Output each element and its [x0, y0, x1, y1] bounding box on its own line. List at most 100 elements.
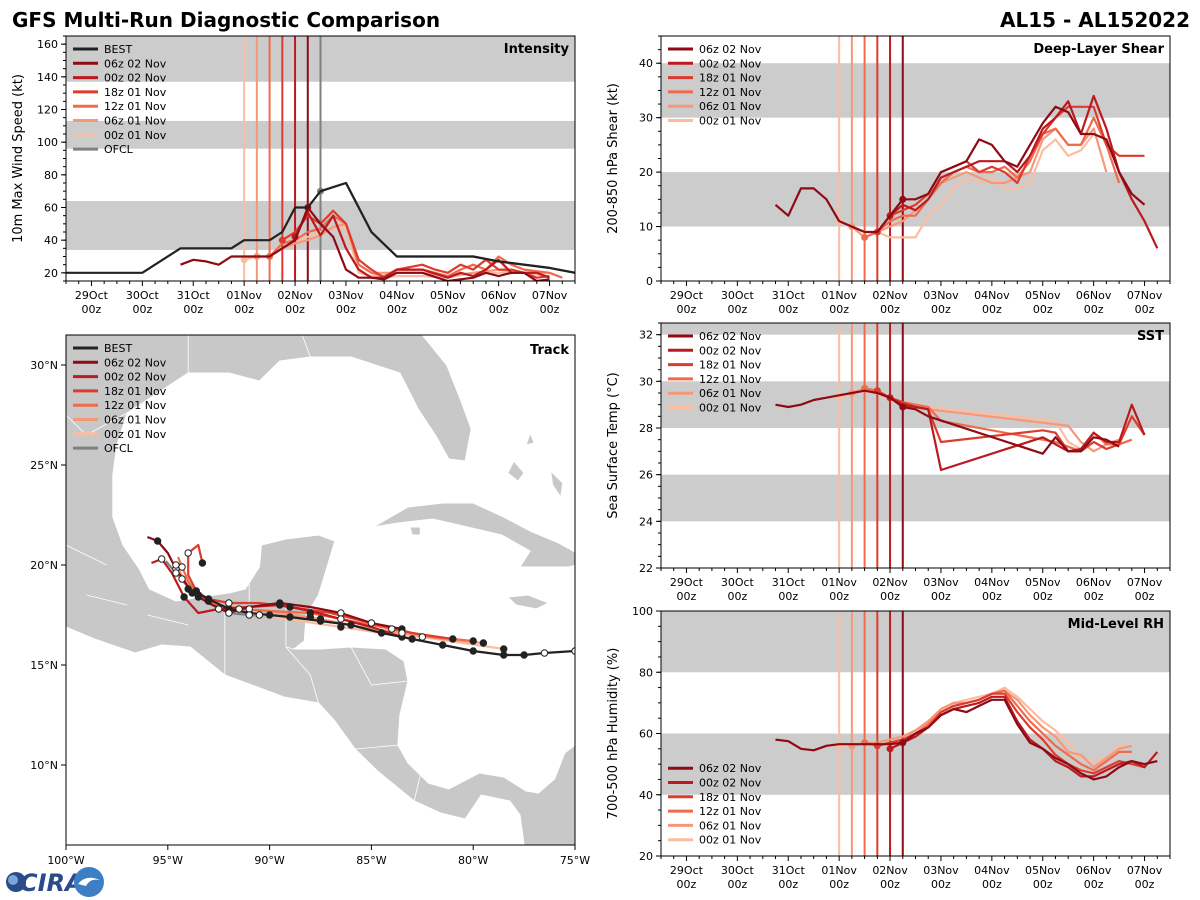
legend-label: 12z 01 Nov — [699, 805, 762, 818]
state-border — [86, 594, 128, 606]
track-marker — [347, 621, 355, 629]
x-tick-label: 03Nov — [923, 289, 959, 302]
y-tick-label: 140 — [37, 71, 58, 84]
x-tick-label: 05Nov — [1025, 576, 1061, 589]
x-tick-label: 04Nov — [379, 289, 415, 302]
legend-label: 06z 01 Nov — [699, 100, 762, 113]
legend-label: 00z 02 Nov — [104, 371, 167, 384]
state-border — [355, 744, 400, 750]
init-marker — [278, 236, 286, 244]
x-tick-label: 00z — [982, 878, 1002, 891]
x-tick-label: 06Nov — [1076, 864, 1112, 877]
x-tick-label: 07Nov — [1127, 576, 1163, 589]
track-marker — [306, 613, 315, 621]
y-tick-label: 30 — [639, 112, 653, 125]
y-tick-label: 20 — [639, 850, 653, 863]
map-area — [66, 335, 575, 845]
init-marker — [240, 256, 248, 264]
y-tick-label: 160 — [37, 38, 58, 51]
track-marker — [388, 625, 396, 633]
x-tick-label: 00z — [1084, 590, 1104, 603]
track-marker — [265, 611, 274, 619]
track-marker — [225, 609, 233, 617]
x-tick-label: 06Nov — [1076, 576, 1112, 589]
init-marker — [899, 739, 907, 747]
x-tick-label: 29Oct — [670, 864, 704, 877]
series-line — [775, 698, 1158, 781]
x-tick-label: 00z — [727, 303, 747, 316]
panel-title: Intensity — [504, 42, 570, 57]
plot-area — [66, 36, 575, 281]
y-axis-label: 700-500 hPa Humidity (%) — [606, 648, 621, 820]
track-marker — [172, 569, 180, 577]
track-marker — [180, 593, 188, 601]
x-tick-label: 00z — [880, 878, 900, 891]
track-marker — [316, 615, 325, 623]
track-marker — [398, 629, 406, 637]
x-tick-label: 00z — [727, 590, 747, 603]
track-marker — [500, 651, 508, 659]
y-tick-label: 32 — [639, 329, 653, 342]
shaded-band — [661, 611, 1170, 673]
logo-text: CIRA — [20, 869, 84, 897]
track-marker — [479, 639, 488, 647]
legend-label: 00z 02 Nov — [699, 344, 762, 357]
state-border — [350, 646, 409, 686]
series-line — [876, 389, 1146, 453]
legend-label: 06z 02 Nov — [104, 57, 167, 70]
track-marker — [172, 561, 180, 569]
y-axis-label: 200-850 hPa Shear (kt) — [606, 83, 621, 234]
y-tick-label: 0 — [646, 275, 653, 288]
y-tick-label: 20°N — [30, 559, 58, 572]
panel-title: SST — [1137, 329, 1164, 344]
track-marker — [286, 603, 294, 611]
x-tick-label: 07Nov — [532, 289, 568, 302]
state-border — [147, 614, 189, 626]
x-tick-label: 31Oct — [177, 289, 211, 302]
track-marker — [408, 635, 416, 643]
x-tick-label: 05Nov — [430, 289, 466, 302]
legend-label: OFCL — [104, 442, 134, 455]
legend-label: 06z 01 Nov — [104, 414, 167, 427]
x-tick-label: 00z — [931, 590, 951, 603]
series-line — [180, 206, 550, 281]
track-marker — [178, 563, 186, 571]
init-marker — [861, 233, 869, 241]
legend-label: 06z 02 Nov — [699, 330, 762, 343]
track-marker — [235, 605, 243, 613]
y-tick-label: 80 — [639, 666, 653, 679]
x-tick-label: 00z — [778, 303, 798, 316]
track-marker — [418, 633, 426, 641]
x-tick-label: 03Nov — [328, 289, 364, 302]
init-marker — [899, 403, 907, 411]
x-tick-label: 31Oct — [772, 864, 806, 877]
logo-swirl-icon — [78, 877, 100, 886]
track-marker — [178, 575, 186, 583]
series-line — [775, 389, 1120, 455]
series-line — [889, 396, 1146, 472]
track-marker — [204, 597, 213, 605]
track-marker — [255, 611, 264, 619]
rh-panel: 29Oct00z30Oct00z31Oct00z01Nov00z02Nov00z… — [606, 605, 1171, 891]
x-tick-label: 31Oct — [772, 576, 806, 589]
x-tick-label: 03Nov — [923, 864, 959, 877]
state-border — [301, 335, 311, 358]
track-marker — [153, 537, 162, 545]
x-tick-label: 05Nov — [1025, 289, 1061, 302]
x-tick-label: 00z — [1084, 303, 1104, 316]
x-tick-label: 00z — [1084, 878, 1104, 891]
y-tick-label: 120 — [37, 104, 58, 117]
legend-label: 00z 02 Nov — [699, 777, 762, 790]
track-marker — [540, 649, 549, 657]
shear-panel: 29Oct00z30Oct00z31Oct00z01Nov00z02Nov00z… — [606, 35, 1171, 316]
x-tick-label: 00z — [829, 878, 849, 891]
y-tick-label: 28 — [639, 422, 653, 435]
x-tick-label: 00z — [387, 303, 407, 316]
x-tick-label: 00z — [778, 878, 798, 891]
state-border — [66, 544, 107, 566]
legend-label: 00z 01 Nov — [104, 428, 167, 441]
x-tick-label: 00z — [132, 303, 152, 316]
legend-label: 06z 02 Nov — [699, 762, 762, 775]
x-tick-label: 00z — [931, 303, 951, 316]
track-marker — [286, 613, 294, 621]
